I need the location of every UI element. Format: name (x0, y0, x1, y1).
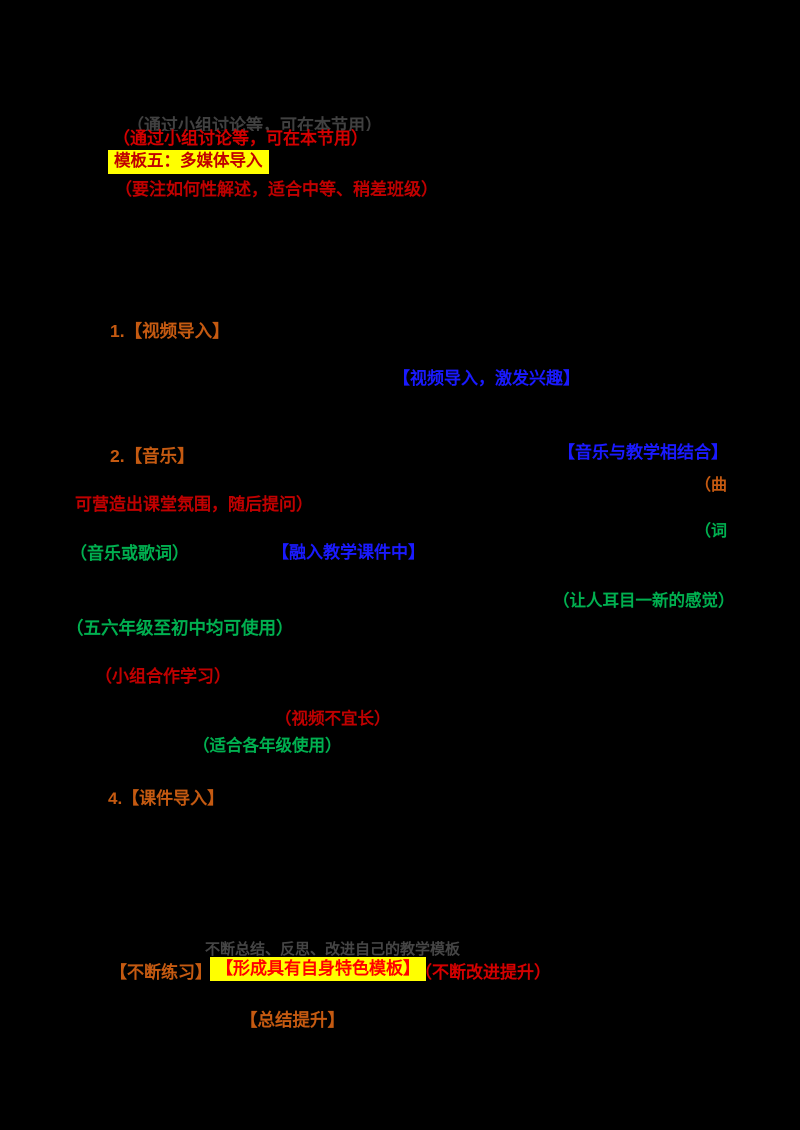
improve-note: （不断改进提升） (415, 963, 551, 982)
grades-note: （五六年级至初中均可使用） (66, 618, 294, 638)
group-note: （小组合作学习） (95, 667, 231, 686)
fragment-orange: （曲 (695, 477, 728, 494)
template-note: （要注如何性解述，适合中等、稍差班级） (115, 180, 438, 199)
ghost-line-bottom: 不断总结、反思、改进自己的教学模板 (205, 941, 461, 956)
intro-note: （通过小组讨论等，可在本节用） (113, 129, 368, 148)
courseware-blue-note: 【融入教学课件中】 (272, 543, 425, 562)
summary-label: 【总结提升】 (240, 1010, 345, 1030)
section2-blue-note: 【音乐与教学相结合】 (558, 443, 728, 462)
fragment-green: （词 (695, 523, 728, 540)
short-note: （视频不宜长） (275, 710, 391, 728)
section4-title: 4.【课件导入】 (108, 789, 225, 808)
section1-title: 1.【视频导入】 (110, 321, 230, 341)
template-title-highlight: 模板五：多媒体导入 (108, 150, 269, 174)
suitable-note: （适合各年级使用） (193, 737, 342, 755)
practice-label: 【不断练习】 (110, 963, 212, 982)
feature-highlight: 【形成具有自身特色模板】 (210, 957, 426, 982)
source-note: （音乐或歌词） (70, 544, 189, 563)
atmosphere-note: 可营造出课堂氛围，随后提问） (75, 495, 313, 514)
section2-title: 2.【音乐】 (110, 446, 195, 466)
section1-blue-note: 【视频导入，激发兴趣】 (393, 369, 580, 388)
ghost-line-top: （通过小组讨论等，可在本节用） (127, 116, 382, 131)
fresh-note: （让人耳目一新的感觉） (553, 592, 735, 610)
